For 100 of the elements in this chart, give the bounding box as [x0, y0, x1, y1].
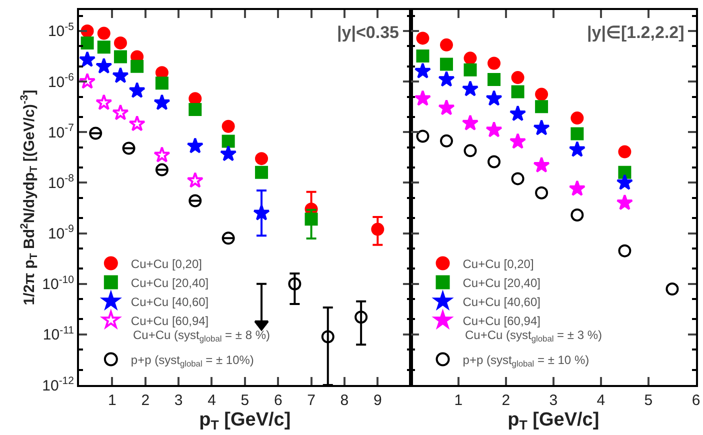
- point: [666, 282, 679, 296]
- y-tick-label: 10$^{-11}$: [42, 324, 74, 344]
- point: [486, 121, 502, 138]
- legend-label: Cu+Cu [0,20]: [130, 256, 202, 271]
- point: [488, 155, 501, 168]
- point: [255, 152, 268, 166]
- point: [186, 137, 204, 154]
- point: [486, 90, 502, 106]
- annotation: |y|∈[1.2,2.2]: [587, 23, 684, 42]
- point: [570, 127, 584, 140]
- point: [222, 232, 235, 245]
- point: [220, 145, 237, 162]
- point: [154, 146, 170, 162]
- point: [154, 94, 170, 110]
- point: [570, 112, 584, 125]
- legend-label: Cu+Cu [0,20]: [462, 256, 534, 271]
- point: [616, 174, 634, 190]
- point: [568, 140, 586, 157]
- point: [488, 56, 501, 70]
- legend-label: Cu+Cu [40,60]: [462, 294, 540, 309]
- legend-label: p+p (syst$_{global}$ = ± 10%): [130, 352, 254, 368]
- legend-label: Cu+Cu [20,40]: [462, 276, 540, 290]
- point: [533, 156, 550, 173]
- point: [535, 88, 548, 101]
- x-tick-label: 5: [644, 392, 653, 409]
- legend-label: p+p (syst$_{global}$ = ± 10 %): [462, 352, 590, 368]
- point: [188, 194, 202, 208]
- point: [511, 71, 524, 84]
- x-tick-label: 5: [240, 392, 250, 409]
- point: [96, 58, 112, 74]
- x-tick-label: 1: [108, 392, 116, 409]
- point: [155, 76, 168, 90]
- point: [488, 72, 501, 86]
- point: [464, 52, 477, 65]
- y-tick-label: 10$^{-7}$: [48, 122, 74, 142]
- annotation: |y|<0.35: [337, 23, 399, 42]
- point: [97, 26, 110, 40]
- legend-label: Cu+Cu [40,60]: [130, 294, 209, 309]
- point: [78, 51, 96, 67]
- point: [414, 62, 432, 78]
- x-axis-title: p$_{T}$ [GeV/c]: [508, 409, 600, 432]
- point: [96, 94, 112, 110]
- point: [440, 38, 453, 52]
- point: [130, 60, 144, 73]
- x-tick-label: 7: [307, 392, 316, 409]
- point: [321, 330, 334, 344]
- x-tick-label: 4: [596, 392, 606, 409]
- point: [416, 32, 430, 45]
- x-tick-label: 8: [340, 392, 349, 409]
- annotation: Cu+Cu (syst$_{global}$ = ± 8 %): [133, 328, 270, 344]
- point: [416, 50, 430, 63]
- point: [570, 208, 584, 222]
- point: [464, 144, 477, 158]
- point: [255, 166, 268, 179]
- y-tick-label: 10$^{-5}$: [48, 20, 74, 40]
- point: [114, 36, 127, 50]
- point: [464, 63, 477, 76]
- point: [533, 119, 550, 136]
- point: [440, 58, 453, 71]
- point: [222, 120, 235, 133]
- point: [304, 212, 318, 226]
- point: [535, 100, 548, 114]
- point: [122, 142, 136, 155]
- point: [80, 24, 94, 38]
- point: [438, 70, 455, 87]
- point: [112, 67, 129, 84]
- y-tick-label: 10$^{-9}$: [48, 223, 74, 243]
- point: [89, 126, 102, 140]
- point: [97, 40, 110, 54]
- point: [254, 320, 269, 331]
- y-tick-label: 10$^{-10}$: [42, 274, 74, 294]
- point: [462, 80, 479, 96]
- x-tick-label: 9: [373, 392, 382, 409]
- y-tick-label: 10$^{-6}$: [48, 72, 74, 91]
- point: [188, 103, 202, 116]
- x-tick-label: 3: [549, 392, 558, 409]
- point: [440, 134, 453, 148]
- annotation: Cu+Cu (syst$_{global}$ = ± 3 %): [465, 328, 602, 344]
- point: [112, 104, 129, 120]
- point: [371, 222, 384, 236]
- x-tick-label: 3: [174, 392, 183, 409]
- point: [414, 90, 432, 106]
- y-tick-label: 10$^{-8}$: [48, 172, 74, 192]
- point: [416, 130, 430, 143]
- x-axis-title: p$_{T}$ [GeV/c]: [199, 409, 291, 432]
- point: [354, 310, 368, 324]
- point: [155, 163, 168, 176]
- point: [114, 50, 127, 64]
- point: [186, 172, 204, 188]
- x-tick-label: 2: [502, 392, 510, 409]
- legend-label: Cu+Cu [60,94]: [462, 314, 540, 328]
- point: [128, 82, 146, 98]
- point: [511, 85, 524, 98]
- x-tick-label: 4: [208, 392, 216, 409]
- point: [618, 244, 632, 258]
- point: [288, 277, 302, 290]
- legend-label: Cu+Cu [60,94]: [130, 314, 209, 328]
- y-tick-label: 10$^{-12}$: [42, 374, 74, 394]
- point: [535, 186, 548, 200]
- legend-label: Cu+Cu [20,40]: [130, 276, 209, 290]
